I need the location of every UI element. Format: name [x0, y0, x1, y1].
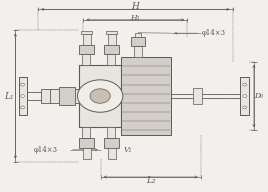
Circle shape — [21, 83, 24, 86]
Bar — [83, 148, 91, 159]
Bar — [193, 88, 202, 104]
Bar — [82, 127, 90, 138]
Bar — [79, 45, 94, 54]
Bar — [79, 65, 121, 127]
Circle shape — [243, 106, 247, 109]
Bar — [107, 127, 115, 138]
Circle shape — [77, 80, 123, 112]
Text: L₂: L₂ — [146, 176, 155, 185]
Text: V₁: V₁ — [124, 146, 132, 154]
Bar — [135, 33, 142, 37]
Bar — [108, 35, 116, 45]
Text: φ14×3: φ14×3 — [34, 146, 58, 154]
Bar — [134, 46, 142, 57]
Circle shape — [90, 89, 110, 103]
Text: φ14×3: φ14×3 — [202, 29, 226, 37]
Bar — [41, 89, 51, 103]
Bar — [104, 138, 119, 148]
Bar — [107, 54, 115, 65]
Circle shape — [243, 83, 247, 86]
Bar — [82, 54, 90, 65]
Bar — [104, 45, 119, 54]
Bar — [81, 31, 92, 35]
Text: L₁: L₁ — [4, 92, 13, 101]
Bar — [108, 148, 116, 159]
Circle shape — [243, 95, 247, 97]
Bar — [121, 57, 171, 135]
Bar — [59, 87, 75, 105]
Bar — [18, 77, 27, 115]
Text: H₁: H₁ — [131, 13, 140, 22]
Bar — [83, 35, 91, 45]
Bar — [50, 89, 79, 103]
Text: D₀: D₀ — [254, 92, 263, 100]
Text: H: H — [131, 2, 139, 11]
Bar — [106, 31, 117, 35]
Bar — [131, 37, 145, 46]
Bar — [240, 77, 249, 115]
Circle shape — [21, 95, 24, 97]
Circle shape — [21, 106, 24, 109]
Bar — [79, 138, 94, 148]
